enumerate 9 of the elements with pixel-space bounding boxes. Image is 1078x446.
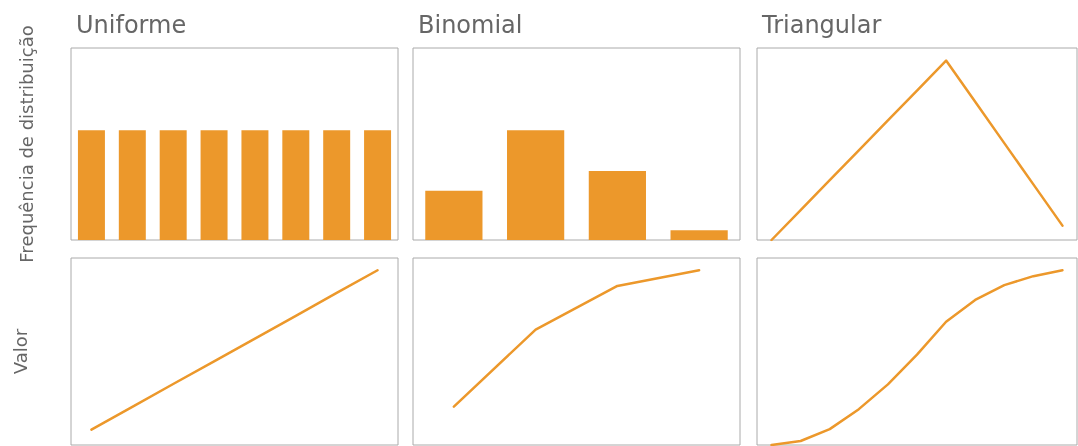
- bar: [425, 190, 483, 240]
- y-axis-title: Valor: [9, 328, 31, 375]
- y-axis-title: Frequência de distribuição: [15, 25, 37, 263]
- bar: [588, 170, 646, 240]
- chart-title: Uniforme: [76, 11, 187, 39]
- bar: [507, 130, 565, 240]
- chart-title: Triangular: [761, 11, 882, 39]
- bar: [670, 230, 728, 240]
- chart-title: Binomial: [418, 11, 523, 39]
